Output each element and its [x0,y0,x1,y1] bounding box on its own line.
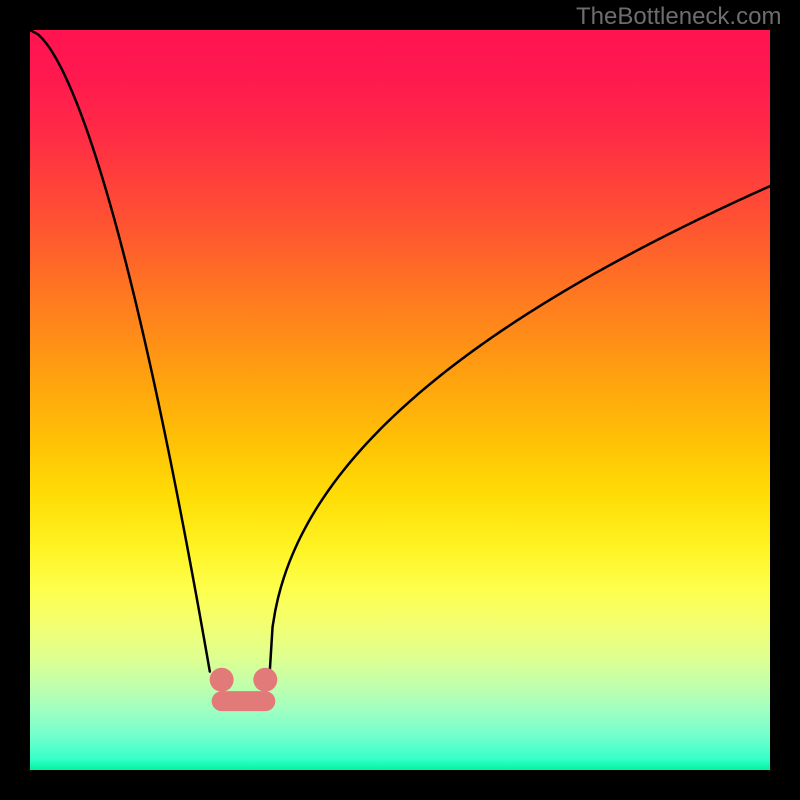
bottleneck-curve-chart [30,30,770,770]
valley-dot-left [210,668,234,692]
watermark-text: TheBottleneck.com [576,3,781,31]
plot-area [30,30,770,770]
valley-dot-right [253,668,277,692]
gradient-background [30,30,770,770]
chart-frame: TheBottleneck.com [0,0,800,800]
